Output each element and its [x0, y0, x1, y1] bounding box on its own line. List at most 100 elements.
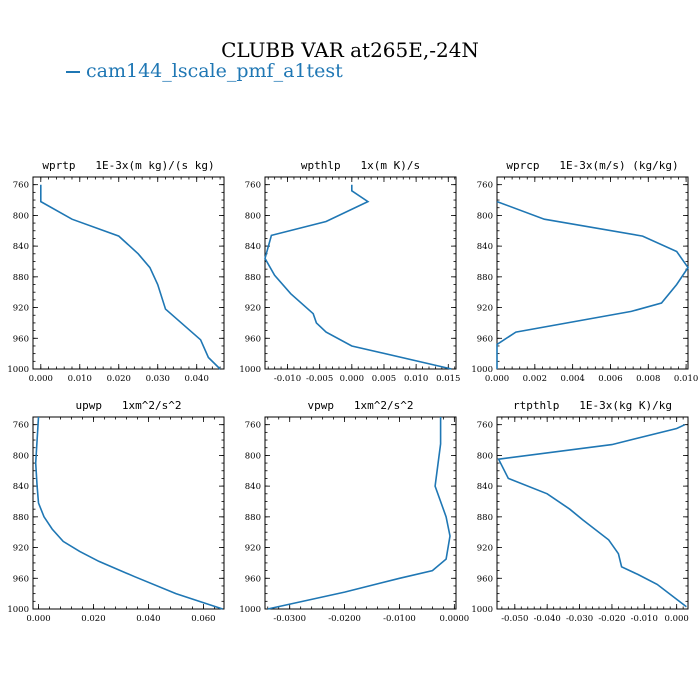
- y-tick-label: 760: [477, 181, 493, 191]
- subplot-title: upwp 1xm^2/s^2: [76, 399, 182, 412]
- x-tick-label: -0.030: [566, 614, 593, 624]
- x-tick-label: 0.000: [340, 374, 364, 384]
- y-tick-label: 800: [245, 211, 261, 221]
- y-tick-label: 880: [13, 513, 29, 523]
- x-tick-label: 0.0000: [439, 614, 469, 624]
- subplot-6: rtpthlp 1E-3x(kg K)/kg 760 800 840 880 920 960…: [471, 399, 688, 624]
- subplot-title: wprtp 1E-3x(m kg)/(s kg): [42, 159, 214, 172]
- legend-line-swatch: [66, 71, 80, 73]
- x-tick-label: 0.015: [436, 374, 460, 384]
- y-tick-label: 1000: [7, 365, 29, 375]
- y-tick-label: 800: [477, 211, 493, 221]
- y-tick-label: 1000: [239, 605, 261, 615]
- y-tick-label: 760: [245, 181, 261, 191]
- y-tick-label: 760: [13, 181, 29, 191]
- x-tick-label: 0.010: [674, 374, 698, 384]
- x-tick-label: 0.020: [107, 374, 131, 384]
- series-line: [39, 184, 221, 370]
- x-tick-label: -0.040: [534, 614, 561, 624]
- y-tick-label: 800: [13, 211, 29, 221]
- x-tick-label: -0.010: [274, 374, 301, 384]
- subplot-2: wpthlp 1x(m K)/s 760 800 840 880 920 960 1000 -0…: [239, 159, 460, 384]
- y-tick-label: 840: [245, 242, 261, 252]
- x-tick-label: 0.040: [185, 374, 209, 384]
- y-tick-label: 1000: [471, 365, 493, 375]
- series-line: [496, 200, 689, 369]
- y-tick-label: 880: [13, 273, 29, 283]
- x-tick-label: 0.000: [26, 614, 50, 624]
- x-tick-label: -0.010: [631, 614, 658, 624]
- subplot-title: vpwp 1xm^2/s^2: [308, 399, 414, 412]
- y-tick-label: 960: [13, 334, 29, 344]
- x-tick-label: 0.010: [404, 374, 428, 384]
- y-tick-label: 880: [245, 513, 261, 523]
- x-tick-label: 0.000: [485, 374, 509, 384]
- y-tick-label: 880: [477, 273, 493, 283]
- x-tick-label: -0.0200: [328, 614, 361, 624]
- subplot-1: wprtp 1E-3x(m kg)/(s kg) 760 800 840 880 920 9…: [7, 159, 225, 384]
- y-tick-label: 880: [477, 513, 493, 523]
- x-tick-label: 0.000: [29, 374, 53, 384]
- y-tick-label: 960: [13, 574, 29, 584]
- subplot-3: wprcp 1E-3x(m/s) (kg/kg) 760 800 840 880 920 9…: [471, 159, 698, 384]
- y-tick-label: 960: [245, 574, 261, 584]
- x-tick-label: 0.060: [191, 614, 215, 624]
- x-tick-label: 0.002: [523, 374, 547, 384]
- series-line: [267, 417, 451, 610]
- y-tick-label: 800: [477, 451, 493, 461]
- y-tick-label: 920: [13, 544, 29, 554]
- y-tick-label: 840: [477, 482, 493, 492]
- plot-frame: [264, 416, 457, 610]
- y-tick-label: 840: [13, 482, 29, 492]
- series-line: [264, 184, 452, 370]
- y-tick-label: 840: [245, 482, 261, 492]
- x-tick-label: -0.0300: [273, 614, 306, 624]
- legend-label: cam144_lscale_pmf_a1test: [86, 60, 343, 82]
- y-tick-label: 920: [13, 304, 29, 314]
- x-tick-label: -0.020: [598, 614, 625, 624]
- subplot-4: upwp 1xm^2/s^2 760 800 840 880 920 960 10000.00…: [7, 399, 225, 624]
- y-tick-label: 760: [477, 421, 493, 431]
- plot-frame: [32, 176, 225, 370]
- x-tick-label: 0.000: [664, 614, 688, 624]
- figure-title: CLUBB VAR at265E,-24N: [221, 38, 479, 62]
- y-tick-label: 960: [477, 334, 493, 344]
- subplot-5: vpwp 1xm^2/s^2 760 800 840 880 920 960 1000 -0.0…: [239, 399, 469, 624]
- y-tick-label: 840: [13, 242, 29, 252]
- series-line: [34, 416, 223, 610]
- y-tick-label: 920: [477, 544, 493, 554]
- y-tick-label: 760: [13, 421, 29, 431]
- y-tick-label: 1000: [7, 605, 29, 615]
- legend: cam144_lscale_pmf_a1test: [66, 60, 343, 82]
- y-tick-label: 800: [245, 451, 261, 461]
- y-tick-label: 1000: [471, 605, 493, 615]
- y-tick-label: 920: [245, 544, 261, 554]
- y-tick-label: 920: [245, 304, 261, 314]
- plot-frame: [32, 416, 225, 610]
- subplot-title: wprcp 1E-3x(m/s) (kg/kg): [506, 159, 678, 172]
- x-tick-label: 0.020: [81, 614, 105, 624]
- x-tick-label: 0.040: [136, 614, 160, 624]
- x-tick-label: 0.008: [636, 374, 660, 384]
- y-tick-label: 960: [477, 574, 493, 584]
- x-tick-label: 0.030: [146, 374, 170, 384]
- x-tick-label: -0.050: [501, 614, 528, 624]
- plot-frame: [496, 416, 689, 610]
- y-tick-label: 840: [477, 242, 493, 252]
- y-tick-label: 1000: [239, 365, 261, 375]
- subplot-title: rtpthlp 1E-3x(kg K)/kg: [513, 399, 672, 412]
- series-line: [497, 423, 687, 608]
- y-tick-label: 960: [245, 334, 261, 344]
- x-tick-label: 0.004: [560, 374, 584, 384]
- y-tick-label: 880: [245, 273, 261, 283]
- x-tick-label: -0.0100: [383, 614, 416, 624]
- y-tick-label: 920: [477, 304, 493, 314]
- plot-frame: [264, 176, 457, 370]
- x-tick-label: -0.005: [306, 374, 333, 384]
- plot-frame: [496, 176, 689, 370]
- subplot-title: wpthlp 1x(m K)/s: [301, 159, 420, 172]
- x-tick-label: 0.005: [372, 374, 396, 384]
- y-tick-label: 760: [245, 421, 261, 431]
- x-tick-label: 0.010: [68, 374, 92, 384]
